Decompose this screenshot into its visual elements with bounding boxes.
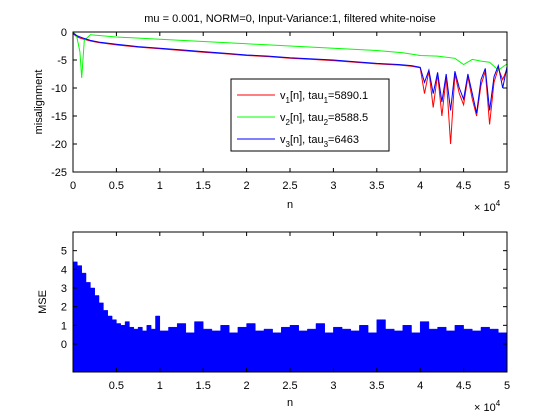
bottom-x-multiplier: × 104 xyxy=(474,399,501,414)
legend-label-v2: v2[n], tau2=8588.5 xyxy=(280,112,368,127)
bottom-x-tick-label: 1 xyxy=(157,380,163,392)
top-x-tick-label: 4 xyxy=(417,180,423,192)
bottom-series-group xyxy=(73,261,507,372)
top-x-tick-label: 3 xyxy=(330,180,336,192)
top-y-ticks: 0 -5 -10 -15 -20 -25 xyxy=(51,27,507,179)
bottom-x-multiplier-base: × 10 xyxy=(474,402,496,414)
top-x-multiplier: × 104 xyxy=(474,199,501,214)
bottom-x-ticks: 0.5 1 1.5 2 2.5 3 3.5 4 4.5 5 xyxy=(109,232,510,392)
bottom-x-tick-label: 2 xyxy=(244,380,250,392)
top-x-ticks: 0 0.5 1 1.5 2 2.5 3 3.5 4 4.5 5 xyxy=(70,32,510,192)
bottom-y-tick-label: 1 xyxy=(61,320,67,332)
top-y-tick-label: -15 xyxy=(51,111,67,123)
top-series-group xyxy=(73,32,507,145)
top-x-tick-label: 3.5 xyxy=(369,180,384,192)
bottom-x-tick-label: 3.5 xyxy=(369,380,384,392)
top-x-tick-label: 0 xyxy=(70,180,76,192)
top-x-axis-label: n xyxy=(287,199,293,211)
bottom-y-tick-label: 4 xyxy=(61,264,67,276)
bottom-x-tick-label: 4 xyxy=(417,380,423,392)
bottom-y-tick-label: 2 xyxy=(61,302,67,314)
series-line-v2 xyxy=(73,32,507,78)
top-y-tick-label: -20 xyxy=(51,139,67,151)
top-y-axis-label: misalignment xyxy=(33,70,45,135)
top-x-tick-label: 2.5 xyxy=(282,180,297,192)
bottom-x-tick-label: 2.5 xyxy=(282,380,297,392)
bottom-x-axis-label: n xyxy=(287,397,293,409)
top-y-tick-label: -10 xyxy=(51,83,67,95)
bottom-y-tick-label: 5 xyxy=(61,246,67,258)
bottom-x-tick-label: 0.5 xyxy=(109,380,124,392)
top-x-tick-label: 4.5 xyxy=(456,180,471,192)
top-x-tick-label: 1 xyxy=(157,180,163,192)
misalignment-chart: mu = 0.001, NORM=0, Input-Variance:1, fi… xyxy=(33,13,510,214)
bottom-y-tick-label: 0 xyxy=(61,339,67,351)
top-x-multiplier-base: × 10 xyxy=(474,202,496,214)
bottom-x-tick-label: 5 xyxy=(504,380,510,392)
top-x-multiplier-exponent: 4 xyxy=(496,199,501,208)
series-line-v3 xyxy=(73,32,507,114)
mse-area xyxy=(73,261,507,372)
top-y-tick-label: -5 xyxy=(57,55,67,67)
bottom-plot-area xyxy=(72,231,508,373)
top-x-tick-label: 1.5 xyxy=(196,180,211,192)
top-x-tick-label: 2 xyxy=(244,180,250,192)
top-x-tick-label: 5 xyxy=(504,180,510,192)
bottom-y-ticks: 0 1 2 3 4 5 xyxy=(61,246,507,351)
bottom-x-tick-label: 1.5 xyxy=(196,380,211,392)
top-y-tick-label: 0 xyxy=(61,27,67,39)
top-y-tick-label: -25 xyxy=(51,167,67,179)
top-x-tick-label: 0.5 xyxy=(109,180,124,192)
bottom-y-tick-label: 3 xyxy=(61,283,67,295)
top-legend: v1[n], tau1=5890.1 v2[n], tau2=8588.5 v3[n… xyxy=(230,78,390,152)
bottom-x-tick-label: 4.5 xyxy=(456,380,471,392)
legend-label-v1: v1[n], tau1=5890.1 xyxy=(280,90,368,105)
bottom-y-axis-label: MSE xyxy=(37,290,49,314)
bottom-x-tick-label: 3 xyxy=(330,380,336,392)
top-chart-title: mu = 0.001, NORM=0, Input-Variance:1, fi… xyxy=(144,13,435,25)
bottom-x-multiplier-exponent: 4 xyxy=(496,399,501,408)
legend-label-v3: v3[n], tau3=6463 xyxy=(280,134,359,149)
